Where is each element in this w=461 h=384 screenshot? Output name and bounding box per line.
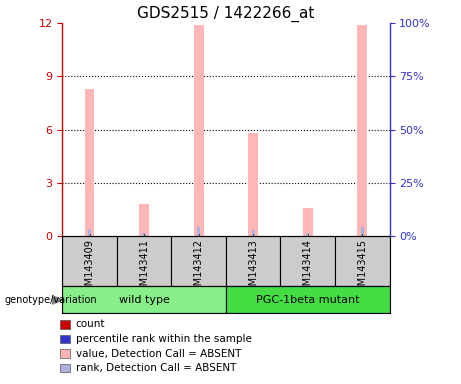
Polygon shape [52,296,62,304]
Text: rank, Detection Call = ABSENT: rank, Detection Call = ABSENT [76,363,236,373]
Bar [303,208,313,236]
Text: GSM143413: GSM143413 [248,239,258,298]
Bar [197,227,200,236]
Bar [361,227,364,236]
Title: GDS2515 / 1422266_at: GDS2515 / 1422266_at [137,5,314,22]
Bar [88,229,91,236]
Bar [171,236,226,286]
Text: percentile rank within the sample: percentile rank within the sample [76,334,252,344]
Bar [306,233,309,236]
Bar [194,25,203,236]
Text: value, Detection Call = ABSENT: value, Detection Call = ABSENT [76,349,241,359]
Bar [62,286,226,313]
Text: GSM143412: GSM143412 [194,239,204,298]
Text: count: count [76,319,105,329]
Text: PGC-1beta mutant: PGC-1beta mutant [256,295,360,305]
Text: GSM143415: GSM143415 [357,239,367,298]
Bar [117,236,171,286]
Bar [252,230,255,236]
Bar [139,204,149,236]
Text: genotype/variation: genotype/variation [5,295,97,305]
Text: wild type: wild type [118,295,170,305]
Text: GSM143411: GSM143411 [139,239,149,298]
Bar [280,236,335,286]
Bar [226,236,280,286]
Bar [357,25,367,236]
Bar [85,89,95,236]
Bar [335,236,390,286]
Text: GSM143414: GSM143414 [303,239,313,298]
Bar [226,286,390,313]
Bar [248,133,258,236]
Text: GSM143409: GSM143409 [84,239,95,298]
Bar [142,233,146,236]
Bar [62,236,117,286]
